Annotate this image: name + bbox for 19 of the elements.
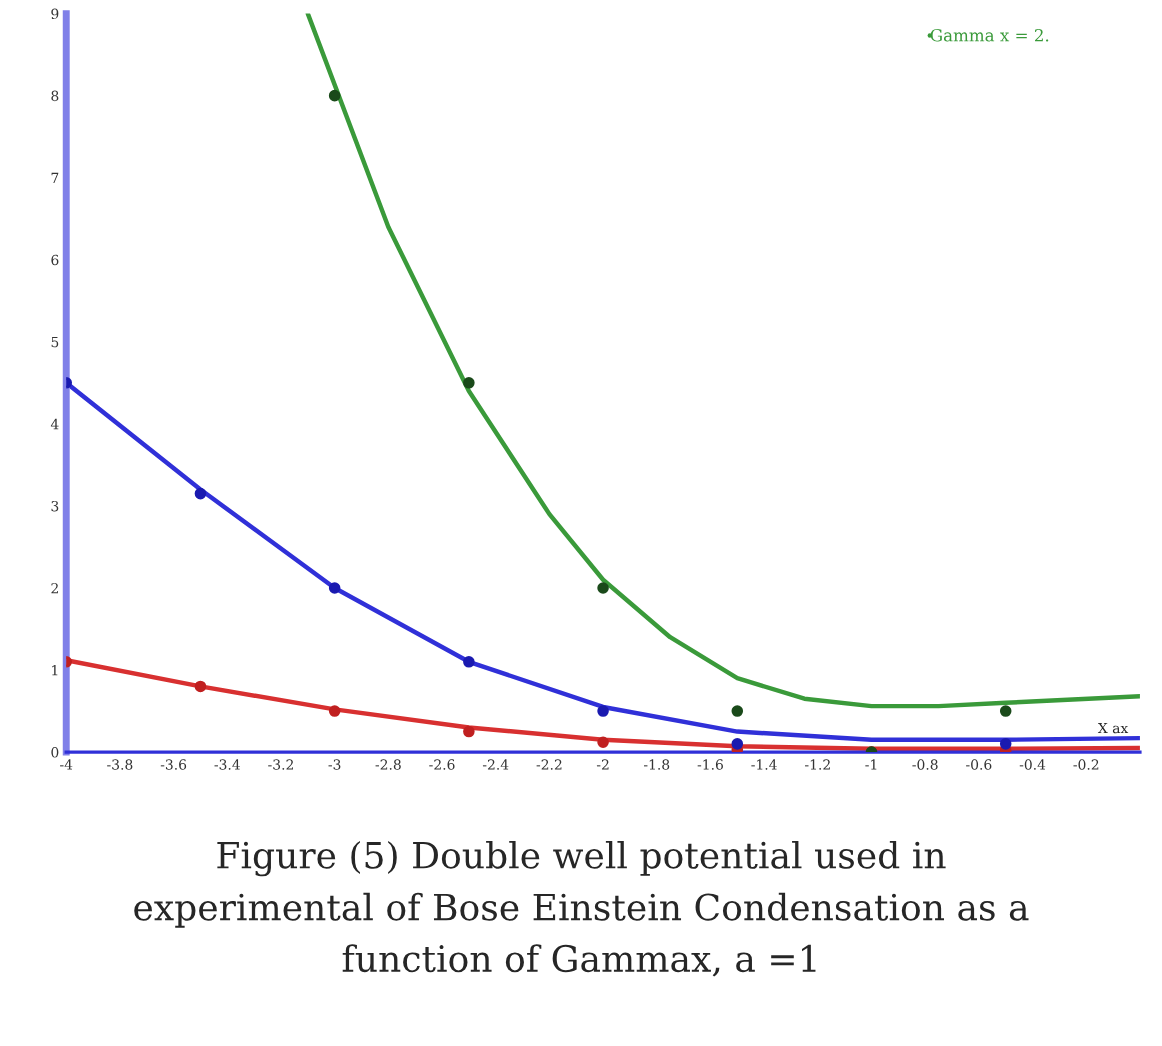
legend-label: Gamma x = 2. — [930, 28, 1049, 42]
point — [463, 725, 475, 738]
line-series — [305, 13, 1140, 709]
point — [328, 582, 341, 594]
point — [999, 705, 1012, 717]
point — [463, 377, 475, 389]
point — [194, 680, 207, 693]
point — [328, 89, 341, 102]
point — [731, 705, 744, 717]
point — [463, 656, 475, 668]
point — [597, 582, 609, 594]
point — [597, 705, 609, 717]
point — [328, 705, 341, 717]
point — [597, 736, 609, 749]
point — [731, 738, 744, 750]
text: Figure (5) Double well potential used in experimental of Bose Einstein Condensation as a function of Gammax, a =1 — [134, 840, 1029, 977]
point — [999, 738, 1012, 750]
line-series — [66, 657, 1140, 752]
point — [194, 487, 207, 500]
